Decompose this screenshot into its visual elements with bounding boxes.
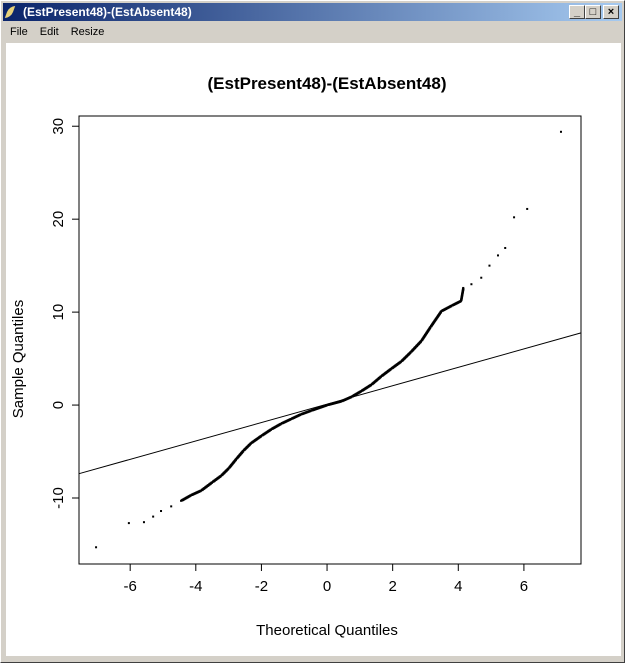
chart-title: (EstPresent48)-(EstAbsent48)	[207, 74, 446, 93]
x-tick-label: 6	[520, 578, 528, 595]
y-axis-label: Sample Quantiles	[10, 300, 27, 418]
title-bar[interactable]: (EstPresent48)-(EstAbsent48) _ □ ×	[3, 3, 622, 21]
y-tick-label: 0	[50, 401, 67, 409]
qq-plot: (EstPresent48)-(EstAbsent48) Theoretical…	[10, 74, 582, 639]
window-title: (EstPresent48)-(EstAbsent48)	[23, 5, 192, 19]
x-tick-label: -6	[124, 578, 137, 595]
data-point	[513, 216, 516, 219]
x-tick-label: -2	[255, 578, 268, 595]
data-point	[127, 522, 130, 525]
menu-edit[interactable]: Edit	[39, 26, 59, 38]
data-point	[152, 515, 155, 518]
y-tick-label: 10	[50, 304, 67, 321]
data-point	[462, 286, 465, 289]
data-point	[504, 246, 507, 249]
data-point	[170, 505, 173, 508]
x-tick-label: 4	[454, 578, 462, 595]
menu-resize[interactable]: Resize	[70, 26, 105, 38]
menu-bar: File Edit Resize	[3, 23, 109, 41]
x-tick-label: -4	[189, 578, 202, 595]
data-point	[488, 264, 491, 267]
data-point	[470, 283, 473, 286]
data-point	[142, 521, 145, 524]
y-tick-label: 30	[50, 118, 67, 135]
app-feather-icon	[4, 6, 16, 18]
data-point	[95, 546, 98, 549]
plot-frame	[78, 115, 582, 565]
data-point	[526, 207, 529, 210]
data-point	[559, 130, 562, 133]
minimize-button[interactable]: _	[569, 5, 585, 19]
x-tick-label: 0	[323, 578, 331, 595]
close-button[interactable]: ×	[603, 5, 619, 19]
data-point	[480, 276, 483, 279]
plot-canvas: (EstPresent48)-(EstAbsent48) Theoretical…	[6, 43, 621, 656]
menu-file[interactable]: File	[10, 26, 28, 38]
x-axis-label: Theoretical Quantiles	[256, 622, 398, 639]
data-point	[496, 254, 499, 257]
y-tick-label: -10	[50, 487, 67, 509]
x-tick-label: 2	[388, 578, 396, 595]
data-point	[160, 510, 163, 513]
maximize-button[interactable]: □	[585, 5, 601, 19]
y-tick-label: 20	[50, 211, 67, 228]
